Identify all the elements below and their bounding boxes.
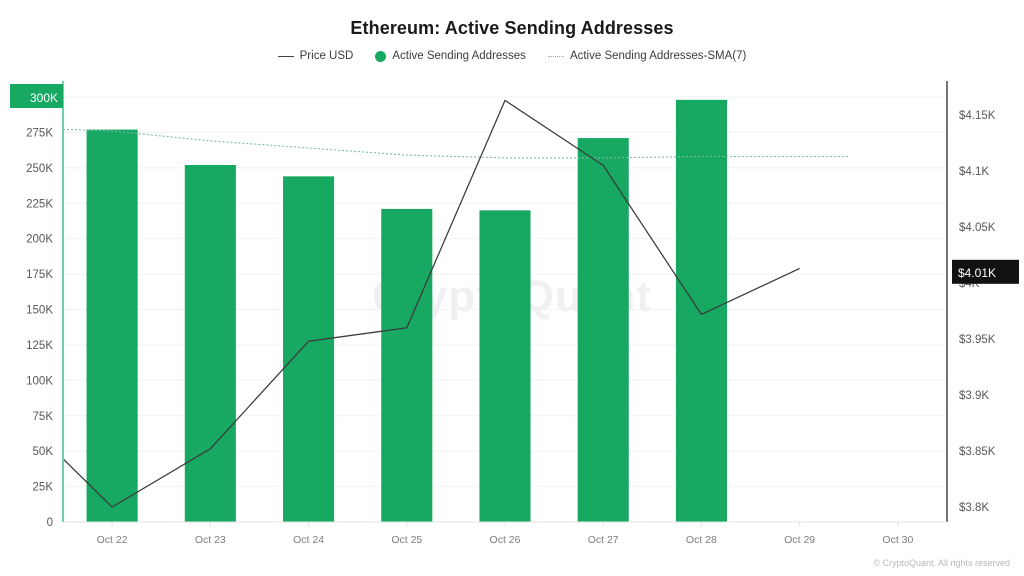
legend-label: Active Sending Addresses-SMA(7) [569, 50, 747, 62]
left-axis-ticks: 025K50K75K100K125K150K175K200K225K250K27… [26, 127, 53, 529]
page-title: Ethereum: Active Sending Addresses [350, 18, 674, 38]
right-tick-label: $3.8K [959, 502, 989, 514]
left-tick-label: 250K [26, 163, 53, 175]
x-tick-label: Oct 27 [588, 534, 619, 546]
legend-item-active-sending-addresses-sma7[interactable]: Active Sending Addresses-SMA(7) [547, 50, 747, 62]
legend-label: Price USD [299, 50, 354, 62]
left-tick-label: 50K [33, 446, 54, 458]
bar-oct-26[interactable] [479, 210, 531, 522]
dashed-line-swatch-icon [547, 55, 564, 57]
x-tick-label: Oct 29 [784, 534, 815, 546]
bar-oct-23[interactable] [184, 165, 236, 522]
left-badge-label: 300K [30, 91, 58, 105]
left-tick-label: 275K [26, 127, 53, 139]
x-axis-ticks: Oct 22 Oct 23 Oct 24 Oct 25 Oct 26 Oct 27 Oct … [97, 522, 914, 546]
x-tick-label: Oct 30 [882, 534, 913, 546]
dot-swatch-icon [375, 50, 387, 62]
right-tick-label: $3.9K [959, 390, 989, 402]
left-tick-label: 125K [26, 340, 53, 352]
right-tick-label: $4.15K [959, 110, 996, 122]
watermark: CryptoQuant [372, 272, 652, 321]
bar-oct-25[interactable] [381, 208, 433, 523]
line-swatch-icon [277, 55, 294, 57]
left-tick-label: 0 [47, 517, 53, 529]
right-tick-label: $4.05K [959, 222, 996, 234]
x-tick-label: Oct 25 [391, 534, 422, 546]
legend-label: Active Sending Addresses [392, 50, 526, 62]
right-tick-label: $3.85K [959, 446, 996, 458]
right-tick-label: $3.95K [959, 334, 996, 346]
left-tick-label: 25K [33, 482, 54, 494]
x-tick-label: Oct 23 [195, 534, 226, 546]
chart-legend: Price USD Active Sending Addresses Activ… [0, 50, 1024, 62]
left-axis-highlight-badge: 300K [10, 84, 63, 108]
x-tick-label: Oct 28 [686, 534, 717, 546]
left-tick-label: 200K [26, 234, 53, 246]
left-tick-label: 100K [26, 375, 53, 387]
bar-oct-24[interactable] [283, 176, 335, 522]
x-tick-label: Oct 26 [490, 534, 521, 546]
sma-line [62, 128, 849, 159]
legend-item-price-usd[interactable]: Price USD [277, 50, 354, 62]
left-tick-label: 225K [26, 198, 53, 210]
x-tick-label: Oct 24 [293, 534, 324, 546]
copyright-notice: © CryptoQuant. All rights reserved [873, 558, 1010, 568]
bar-oct-27[interactable] [577, 138, 629, 522]
left-tick-label: 75K [33, 411, 54, 423]
bar-oct-22[interactable] [86, 129, 138, 522]
right-tick-label: $4.1K [959, 166, 989, 178]
legend-item-active-sending-addresses[interactable]: Active Sending Addresses [375, 50, 526, 62]
x-tick-label: Oct 22 [97, 534, 128, 546]
